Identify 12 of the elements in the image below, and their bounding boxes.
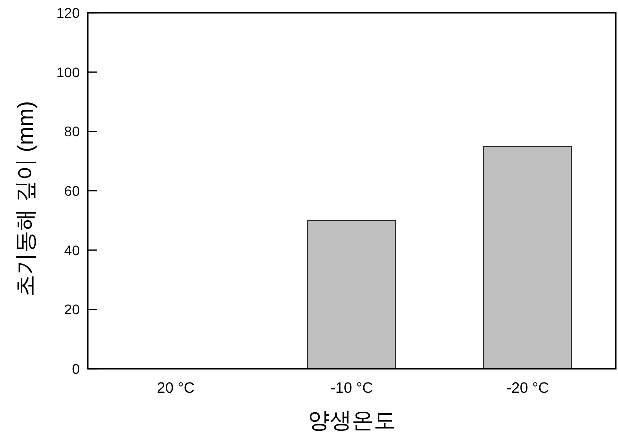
- x-tick-label: -10 °C: [330, 380, 374, 397]
- x-tick-label: 20 °C: [157, 380, 196, 397]
- x-axis-title: 양생온도: [308, 408, 396, 433]
- y-tick-label: 80: [64, 124, 80, 140]
- x-tick-label: -20 °C: [506, 380, 550, 397]
- y-axis-title: 초기동해 깊이 (mm): [13, 101, 38, 297]
- y-tick-label: 40: [64, 242, 80, 258]
- y-tick-label: 120: [56, 5, 80, 21]
- y-tick-label: 20: [64, 302, 80, 318]
- y-tick-label: 0: [72, 361, 80, 377]
- y-tick-label: 60: [64, 183, 80, 199]
- y-tick-label: 100: [56, 64, 80, 80]
